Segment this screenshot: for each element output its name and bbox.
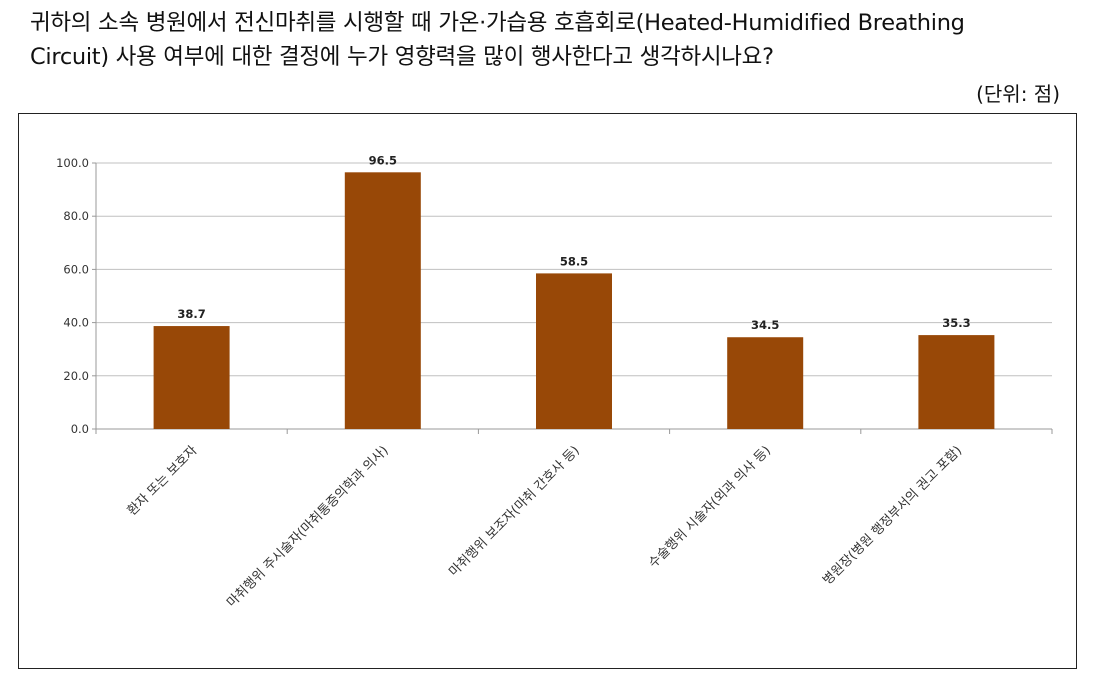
bar bbox=[536, 273, 612, 429]
bar bbox=[344, 172, 421, 429]
y-tick-label: 40.0 bbox=[63, 316, 89, 330]
category-label: 환자 또는 보호자 bbox=[125, 443, 201, 519]
survey-question-line-2: Circuit) 사용 여부에 대한 결정에 누가 영향력을 많이 행사한다고 … bbox=[30, 44, 774, 70]
bar bbox=[727, 337, 804, 429]
survey-question: 귀하의 소속 병원에서 전신마취를 시행할 때 가온·가습용 호흡회로(Heat… bbox=[30, 6, 1090, 74]
survey-question-line-1: 귀하의 소속 병원에서 전신마취를 시행할 때 가온·가습용 호흡회로(Heat… bbox=[30, 10, 965, 36]
data-label: 58.5 bbox=[560, 254, 588, 268]
data-label: 38.7 bbox=[177, 307, 205, 321]
data-label: 35.3 bbox=[942, 316, 970, 330]
unit-label: (단위: 점) bbox=[976, 82, 1060, 106]
y-tick-label: 0.0 bbox=[71, 422, 89, 436]
category-label: 마취행위 보조자(마취 간호사 등) bbox=[446, 443, 583, 580]
bar bbox=[918, 335, 995, 429]
data-label: 96.5 bbox=[369, 153, 397, 167]
bars bbox=[153, 172, 995, 429]
y-tick-label: 100.0 bbox=[56, 156, 89, 170]
gridlines bbox=[96, 162, 1052, 377]
bar-chart: 0.0 20.0 40.0 60.0 80.0 100.0 38.7 환자 또는 보호자 96.… bbox=[56, 153, 1053, 611]
category-label: 마취행위 주시술자(마취통증의학과 의사) bbox=[224, 443, 392, 611]
chart-frame: 0.0 20.0 40.0 60.0 80.0 100.0 38.7 환자 또는 보호자 96.… bbox=[18, 113, 1077, 669]
y-tick-label: 80.0 bbox=[63, 209, 89, 223]
category-label: 수술행위 시술자(외과 의사 등) bbox=[645, 443, 774, 572]
data-label: 34.5 bbox=[751, 318, 779, 332]
bar bbox=[153, 326, 230, 429]
y-tick-label: 60.0 bbox=[63, 262, 89, 276]
category-label: 병원장(병원 행정부서의 권고 포함) bbox=[820, 443, 966, 589]
y-tick-label: 20.0 bbox=[63, 369, 89, 383]
